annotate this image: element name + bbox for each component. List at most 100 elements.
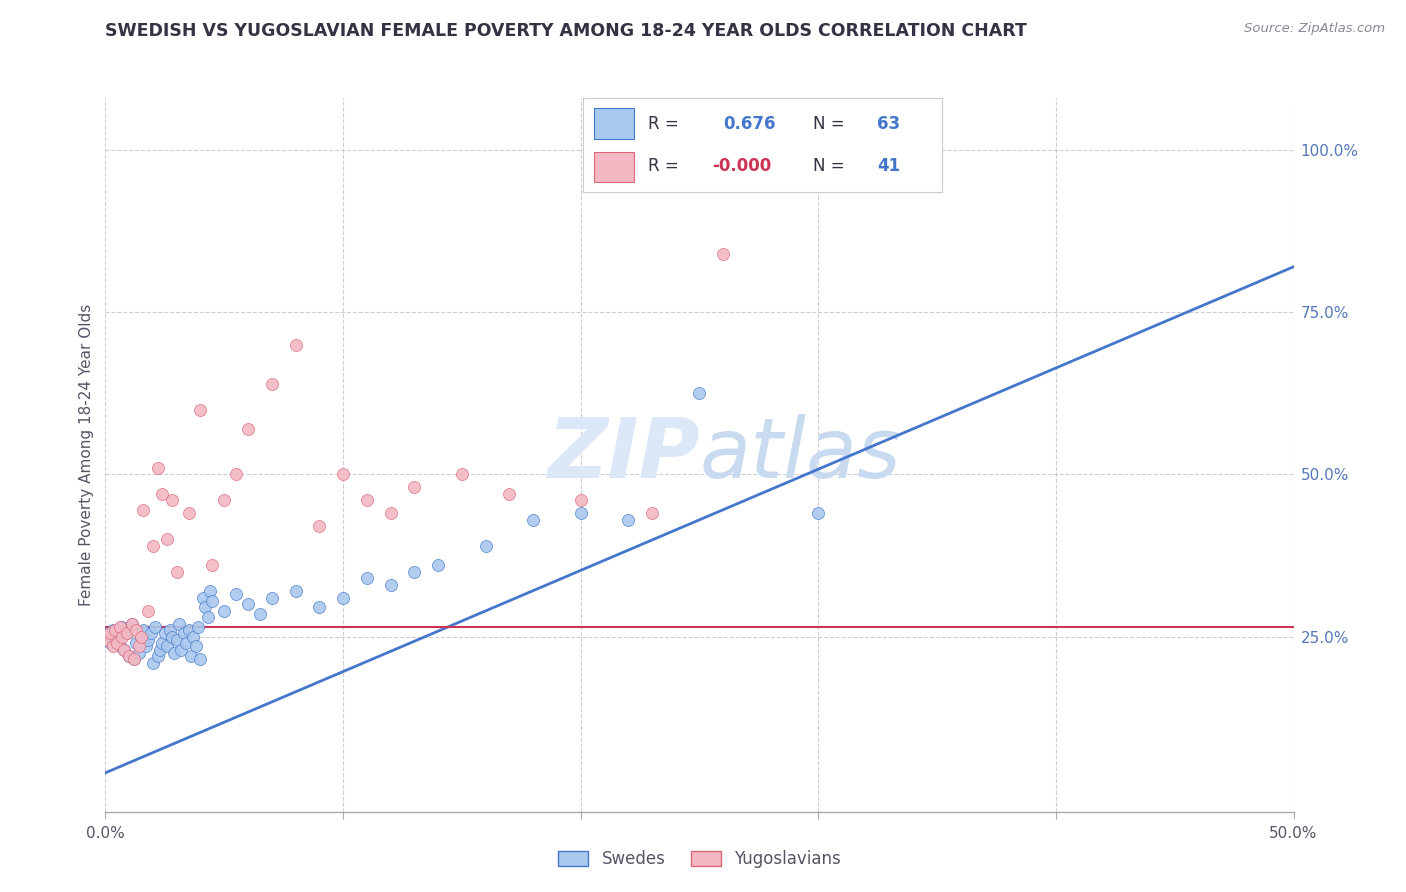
Text: R =: R = [648,115,679,133]
Point [166,632,188,647]
Point [190,652,212,666]
Point [160,630,183,644]
Text: ZIP: ZIP [547,415,700,495]
Point [214,493,236,508]
Point [125,623,148,637]
Point [104,632,127,647]
Point [135,640,157,654]
Point [177,506,200,520]
Text: SWEDISH VS YUGOSLAVIAN FEMALE POVERTY AMONG 18-24 YEAR OLDS CORRELATION CHART: SWEDISH VS YUGOSLAVIAN FEMALE POVERTY AM… [105,22,1028,40]
Point [139,626,162,640]
Point [284,584,307,599]
Point [474,539,496,553]
Point [152,487,174,501]
Text: 41: 41 [877,157,901,175]
Point [194,600,217,615]
Text: R =: R = [648,157,679,175]
Point [160,493,183,508]
Point [129,630,152,644]
Text: N =: N = [813,157,845,175]
Point [156,640,179,654]
Point [260,591,283,605]
Point [122,652,145,666]
Point [236,597,259,611]
Point [159,623,181,637]
Point [97,632,120,647]
Text: 63: 63 [877,115,901,133]
Point [153,626,176,640]
Point [111,630,134,644]
Point [404,565,426,579]
Point [121,616,143,631]
Point [173,626,195,640]
Point [146,648,169,663]
Point [105,630,128,644]
Point [225,467,247,482]
Point [450,467,472,482]
Point [142,539,165,553]
Point [101,623,124,637]
Point [136,604,159,618]
Point [108,640,131,654]
Point [380,506,402,520]
Y-axis label: Female Poverty Among 18-24 Year Olds: Female Poverty Among 18-24 Year Olds [79,304,94,606]
Text: atlas: atlas [700,415,901,495]
Point [101,640,124,654]
Point [356,571,378,585]
Point [177,623,200,637]
Point [132,623,155,637]
Point [711,247,734,261]
Point [136,632,159,647]
Point [128,646,150,660]
Point [260,376,283,391]
Point [105,636,128,650]
Point [111,620,134,634]
Point [170,642,193,657]
Point [166,565,188,579]
FancyBboxPatch shape [595,109,634,139]
Point [122,652,145,666]
Point [146,461,169,475]
Point [97,626,120,640]
Point [427,558,450,573]
Point [132,503,155,517]
Point [191,591,214,605]
Text: N =: N = [813,115,845,133]
Point [198,584,221,599]
Text: Source: ZipAtlas.com: Source: ZipAtlas.com [1244,22,1385,36]
Point [184,640,207,654]
Point [225,587,247,601]
Point [104,623,127,637]
Point [404,480,426,494]
Point [201,558,224,573]
Point [115,626,138,640]
Point [308,519,330,533]
Point [214,604,236,618]
Point [284,337,307,351]
Point [190,402,212,417]
Point [332,467,354,482]
Point [163,646,186,660]
Point [98,636,121,650]
Point [156,533,179,547]
Point [380,577,402,591]
Point [114,642,136,657]
Point [641,506,664,520]
Point [522,513,544,527]
Point [569,506,592,520]
Point [118,648,141,663]
Legend: Swedes, Yugoslavians: Swedes, Yugoslavians [551,844,848,875]
Point [121,616,143,631]
Point [201,594,224,608]
Point [183,630,205,644]
Text: -0.000: -0.000 [713,157,772,175]
Point [180,648,202,663]
Point [498,487,520,501]
Point [115,626,138,640]
Point [689,386,711,401]
Point [129,630,152,644]
Point [118,648,141,663]
Text: 0.676: 0.676 [723,115,776,133]
Point [236,422,259,436]
Point [167,616,190,631]
